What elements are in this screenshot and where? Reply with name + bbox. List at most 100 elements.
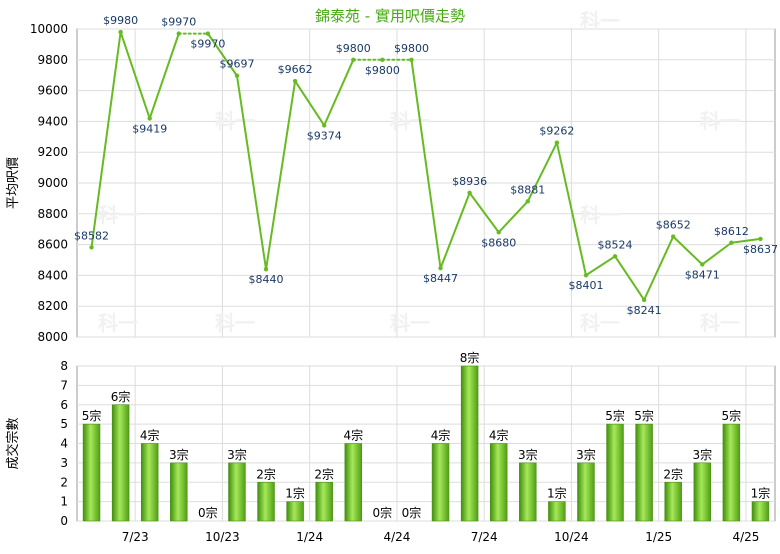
line-series-segment <box>672 235 704 266</box>
chart-title: 錦泰苑 - 實用呎價走勢 <box>315 7 465 25</box>
x-tick-label: 7/23 <box>122 530 149 544</box>
bar-mark <box>722 423 741 522</box>
line-y-tick-label: 9400 <box>37 114 68 128</box>
line-series-segment <box>497 200 529 234</box>
line-data-point <box>89 245 94 250</box>
line-data-label: $9970 <box>190 38 225 51</box>
bar-mark <box>257 481 275 522</box>
line-data-label: $9800 <box>394 42 429 55</box>
line-data-label: $8612 <box>714 225 749 238</box>
line-data-label: $8637 <box>743 243 778 256</box>
watermark-text: 科一 <box>215 311 255 335</box>
line-series-segment <box>90 31 122 249</box>
line-data-label: $8241 <box>627 304 662 317</box>
line-y-tick-label: 8200 <box>37 299 68 313</box>
bar-value-label: 1宗 <box>547 486 567 501</box>
line-series-segment <box>439 191 471 270</box>
bar-mark <box>228 462 246 522</box>
line-series-segment <box>701 241 733 266</box>
bar-mark <box>751 501 770 522</box>
bar-value-label: 4宗 <box>489 428 509 443</box>
line-data-point <box>525 199 530 204</box>
bar-mark <box>577 462 595 522</box>
line-y-tick-label: 8800 <box>37 207 68 221</box>
line-series-segment <box>410 58 442 270</box>
bar-value-label: 3宗 <box>692 447 712 462</box>
bar-value-label: 4宗 <box>140 428 160 443</box>
line-data-point <box>729 240 734 245</box>
line-y-tick-label: 8400 <box>37 268 68 282</box>
line-y-axis-label: 平均呎價 <box>6 157 21 209</box>
line-series-segment <box>235 74 268 271</box>
bar-mark <box>170 462 188 522</box>
line-data-label: $8680 <box>481 236 516 249</box>
line-data-point <box>700 262 705 267</box>
x-tick-label: 10/24 <box>554 530 589 544</box>
line-series-segment <box>555 141 587 277</box>
bar-y-tick-label: 3 <box>60 456 68 470</box>
line-data-label: $8447 <box>423 272 458 285</box>
line-data-label: $9970 <box>161 16 196 29</box>
watermark-text: 科一 <box>98 203 138 227</box>
bar-value-label: 3宗 <box>576 447 596 462</box>
line-data-label: $9697 <box>219 58 254 71</box>
bar-y-tick-label: 8 <box>60 359 68 373</box>
line-data-label: $9662 <box>278 63 313 76</box>
line-data-label: $9419 <box>132 122 167 135</box>
line-data-point <box>409 57 414 62</box>
line-data-point <box>467 190 472 196</box>
bar-y-tick-label: 0 <box>60 514 68 528</box>
line-data-point <box>496 230 501 235</box>
watermark-text: 科一 <box>700 109 740 133</box>
line-data-point <box>263 267 269 272</box>
line-series-segment <box>468 191 500 234</box>
line-y-tick-label: 10000 <box>30 22 68 36</box>
bar-value-label: 5宗 <box>82 408 102 423</box>
line-data-point <box>438 265 443 271</box>
bar-mark <box>635 423 653 522</box>
x-tick-label: 10/23 <box>205 530 240 544</box>
line-data-label: $9262 <box>539 125 574 138</box>
line-data-point <box>641 297 647 303</box>
line-data-label: $8401 <box>568 279 603 292</box>
line-series-segment <box>206 32 238 77</box>
line-data-point <box>205 31 211 36</box>
watermark-text: 科一 <box>580 311 620 335</box>
line-y-tick-label: 9000 <box>37 176 68 190</box>
line-data-point <box>583 273 589 278</box>
line-series-segment <box>614 255 646 301</box>
bar-mark <box>140 443 159 522</box>
bar-y-tick-label: 4 <box>60 437 68 451</box>
line-data-label: $8440 <box>249 273 284 286</box>
bar-value-label: 4宗 <box>431 428 451 443</box>
line-series-segment <box>584 255 617 277</box>
line-data-label: $8652 <box>656 219 691 232</box>
bar-mark <box>344 443 363 522</box>
watermark-text: 科一 <box>98 311 138 335</box>
line-y-tick-label: 8600 <box>37 238 68 252</box>
bar-mark <box>82 423 101 522</box>
line-data-label: $8471 <box>685 268 720 281</box>
watermark-text: 科一 <box>390 311 430 335</box>
x-tick-label: 1/24 <box>296 530 323 544</box>
line-data-label: $9800 <box>336 42 371 55</box>
line-series-segment <box>294 80 326 127</box>
x-tick-label: 1/25 <box>645 530 672 544</box>
bar-mark <box>111 404 130 522</box>
line-data-point <box>758 236 763 242</box>
line-data-point <box>234 73 240 78</box>
line-series-segment <box>643 235 675 301</box>
bar-mark <box>693 462 712 522</box>
watermark-text: 科一 <box>700 311 740 335</box>
line-data-point <box>176 31 181 36</box>
bar-mark <box>315 481 333 522</box>
watermark-text: 科一 <box>390 109 430 133</box>
bar-y-tick-label: 7 <box>60 378 68 392</box>
bar-mark <box>460 365 479 522</box>
bar-mark <box>548 501 566 522</box>
bar-mark <box>431 443 450 522</box>
x-tick-label: 7/24 <box>471 530 498 544</box>
bar-value-label: 3宗 <box>227 447 247 462</box>
line-data-label: $8881 <box>510 183 545 196</box>
